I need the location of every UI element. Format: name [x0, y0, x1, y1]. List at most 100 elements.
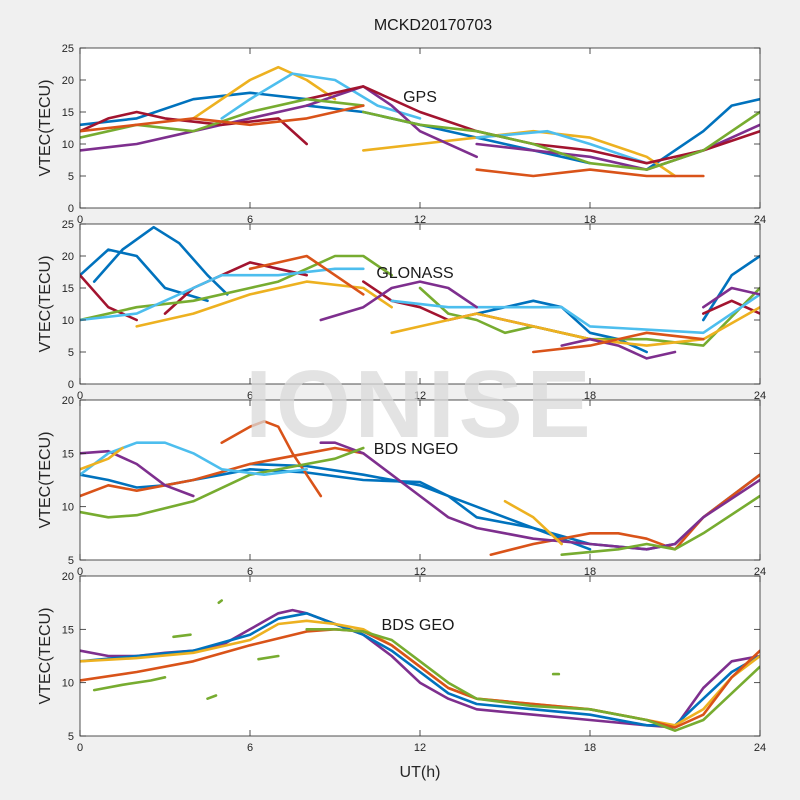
- x-tick-label-glonass: 12: [414, 390, 426, 402]
- y-axis-label-bds-geo: VTEC(TECU): [37, 608, 54, 705]
- annotation-glonass: GLONASS: [376, 265, 453, 282]
- y-tick-label-gps: 15: [62, 107, 74, 119]
- x-tick-label-bds-geo: 24: [754, 742, 766, 754]
- series-line-glonass-2: [92, 225, 229, 296]
- series-line-bds-ngeo-4: [80, 446, 365, 498]
- y-tick-label-glonass: 20: [62, 251, 74, 263]
- series-group-bds-geo: [80, 599, 760, 732]
- series-line-bds-ngeo-13: [503, 500, 563, 546]
- x-tick-label-bds-ngeo: 12: [414, 566, 426, 578]
- y-tick-label-bds-geo: 15: [62, 624, 74, 636]
- series-line-gps-3: [645, 97, 760, 171]
- series-group-bds-ngeo: [80, 420, 760, 556]
- x-tick-label-bds-geo: 0: [77, 742, 83, 754]
- x-tick-label-gps: 24: [754, 214, 766, 226]
- series-line-bds-ngeo-9: [80, 446, 365, 519]
- series-line-glonass-19: [532, 331, 705, 354]
- plot-area-gps: [80, 48, 760, 208]
- series-line-bds-geo-8: [217, 599, 223, 604]
- series-line-bds-geo-6: [92, 676, 167, 692]
- series-line-gps-7: [475, 129, 648, 165]
- series-line-glonass-1: [80, 248, 209, 303]
- y-tick-label-gps: 5: [68, 171, 74, 183]
- series-line-glonass-18: [248, 254, 365, 296]
- y-axis-label-glonass: VTEC(TECU): [37, 256, 54, 353]
- watermark-text: IONISE: [245, 351, 594, 458]
- y-tick-label-glonass: 25: [62, 219, 74, 231]
- y-tick-label-bds-ngeo: 20: [62, 395, 74, 407]
- series-line-glonass-3: [475, 299, 648, 354]
- x-axis-label: UT(h): [400, 764, 441, 781]
- y-tick-label-bds-geo: 5: [68, 731, 74, 743]
- series-line-gps-4: [192, 65, 337, 120]
- figure-title: MCKD20170703: [374, 17, 492, 34]
- series-line-glonass-13: [80, 267, 365, 322]
- series-line-glonass-17: [702, 286, 760, 309]
- x-tick-label-glonass: 6: [247, 390, 253, 402]
- annotation-gps: GPS: [403, 89, 437, 106]
- x-tick-label-bds-ngeo: 18: [584, 566, 596, 578]
- y-tick-label-gps: 0: [68, 203, 74, 215]
- series-line-bds-ngeo-10: [560, 494, 760, 556]
- panel-gps: 0 6 12 18 24 0 5 10 15 20 25 VTEC(TECU) GPS: [37, 43, 766, 226]
- x-tick-label-gps: 0: [77, 214, 83, 226]
- y-axis-label-gps: VTEC(TECU): [37, 80, 54, 177]
- series-line-bds-geo-9: [206, 694, 218, 700]
- series-line-bds-ngeo-7: [80, 449, 195, 498]
- annotation-bds-geo: BDS GEO: [382, 617, 455, 634]
- x-tick-label-glonass: 24: [754, 390, 766, 402]
- x-tick-label-bds-geo: 6: [247, 742, 253, 754]
- series-line-glonass-15: [319, 280, 478, 322]
- series-line-glonass-12: [390, 305, 760, 347]
- series-line-glonass-14: [390, 293, 760, 335]
- x-tick-label-gps: 18: [584, 214, 596, 226]
- series-line-bds-geo-11: [172, 633, 192, 639]
- series-line-glonass-11: [135, 280, 393, 328]
- x-tick-label-glonass: 18: [584, 390, 596, 402]
- x-tick-label-bds-ngeo: 24: [754, 566, 766, 578]
- x-tick-label-glonass: 0: [77, 390, 83, 402]
- series-line-glonass-8: [702, 299, 760, 315]
- series-line-gps-14: [80, 104, 365, 133]
- y-axis-label-bds-ngeo: VTEC(TECU): [37, 432, 54, 529]
- y-tick-label-glonass: 10: [62, 315, 74, 327]
- annotation-bds-ngeo: BDS NGEO: [374, 441, 458, 458]
- series-line-bds-ngeo-11: [80, 441, 308, 476]
- panel-glonass: 0 6 12 18 24 0 5 10 15 20 25 VTEC(TECU) GLONASS: [37, 219, 766, 402]
- series-line-gps-10: [80, 110, 308, 146]
- x-tick-label-bds-ngeo: 0: [77, 566, 83, 578]
- x-tick-label-bds-geo: 12: [414, 742, 426, 754]
- panel-bds-ngeo: 0 6 12 18 24 5 10 15 20 VTEC(TECU) BDS NGEO: [37, 395, 766, 578]
- y-tick-label-glonass: 15: [62, 283, 74, 295]
- panel-bds-geo: 0 6 12 18 24 5 10 15 20 VTEC(TECU) BDS GEO: [37, 571, 766, 754]
- series-line-bds-ngeo-8: [319, 441, 760, 551]
- series-line-bds-ngeo-5: [220, 420, 323, 498]
- y-tick-label-bds-ngeo: 10: [62, 502, 74, 514]
- series-line-gps-15: [475, 168, 705, 178]
- y-tick-label-gps: 10: [62, 139, 74, 151]
- x-tick-label-gps: 12: [414, 214, 426, 226]
- y-tick-label-bds-geo: 20: [62, 571, 74, 583]
- series-line-bds-geo-7: [257, 654, 280, 661]
- y-tick-label-bds-geo: 10: [62, 678, 74, 690]
- x-tick-label-bds-geo: 18: [584, 742, 596, 754]
- series-line-bds-geo-5: [305, 628, 760, 732]
- x-tick-label-bds-ngeo: 6: [247, 566, 253, 578]
- series-line-gps-6: [220, 72, 422, 120]
- series-line-bds-ngeo-12: [80, 446, 124, 471]
- y-tick-label-glonass: 0: [68, 379, 74, 391]
- series-line-gps-1: [80, 91, 308, 127]
- series-line-glonass-6: [163, 261, 308, 315]
- series-group-gps: [80, 65, 760, 178]
- series-line-glonass-4: [702, 254, 760, 322]
- y-tick-label-bds-ngeo: 5: [68, 555, 74, 567]
- y-tick-label-bds-ngeo: 15: [62, 448, 74, 460]
- series-group-glonass: [80, 225, 760, 360]
- x-tick-label-gps: 6: [247, 214, 253, 226]
- y-tick-label-gps: 20: [62, 75, 74, 87]
- series-line-bds-geo-4: [80, 628, 760, 729]
- series-line-glonass-16: [560, 337, 677, 360]
- y-tick-label-gps: 25: [62, 43, 74, 55]
